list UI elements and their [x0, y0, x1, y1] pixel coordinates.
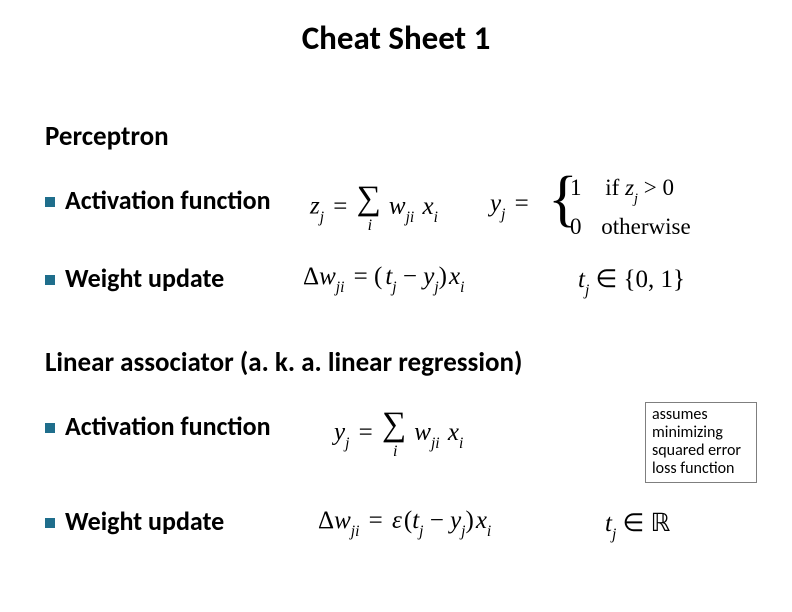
- bullet-icon: [45, 197, 55, 207]
- note-text: assumes minimizing squared error loss fu…: [652, 406, 750, 478]
- bullet-label: Activation function: [65, 184, 271, 216]
- bullet-label: Weight update: [65, 262, 224, 294]
- math-linear-t-domain: tj ∈ ℝ: [605, 508, 670, 542]
- slide-title: Cheat Sheet 1: [0, 18, 792, 58]
- bullet-row-linear-weight: Weight update: [45, 505, 224, 537]
- bullet-label: Activation function: [65, 410, 271, 442]
- math-perceptron-y-cases: 1 if zj > 0 0 otherwise: [570, 173, 691, 242]
- math-perceptron-z: zj = ∑ i wji xi: [310, 184, 438, 232]
- bullet-icon: [45, 423, 55, 433]
- bullet-row-linear-activation: Activation function: [45, 410, 271, 442]
- note-box: assumes minimizing squared error loss fu…: [645, 402, 757, 483]
- math-linear-dw: Δwji = ε(tj − yj)xi: [318, 507, 491, 539]
- math-perceptron-dw: Δwji = (tj − yj)xi: [303, 263, 464, 295]
- bullet-row-perceptron-activation: Activation function: [45, 184, 271, 216]
- section-heading-perceptron: Perceptron: [45, 120, 169, 153]
- bullet-icon: [45, 275, 55, 285]
- bullet-row-perceptron-weight: Weight update: [45, 262, 224, 294]
- bullet-label: Weight update: [65, 505, 224, 537]
- bullet-icon: [45, 518, 55, 528]
- slide: Cheat Sheet 1 Perceptron Activation func…: [0, 0, 792, 612]
- math-perceptron-y-lhs: yj =: [490, 190, 532, 222]
- math-linear-y: yj = ∑ i wji xi: [334, 410, 463, 458]
- math-perceptron-t-domain: tj ∈ {0, 1}: [578, 264, 685, 298]
- section-heading-linear: Linear associator (a. k. a. linear regre…: [45, 346, 522, 379]
